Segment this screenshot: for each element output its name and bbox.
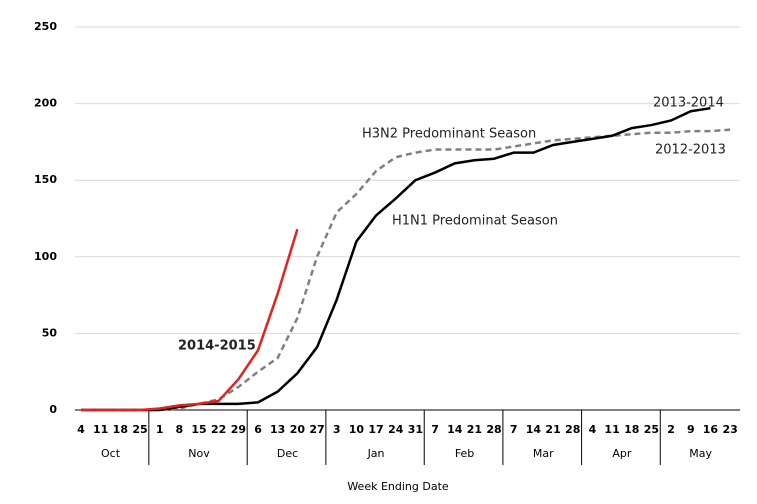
x-tick-label: 14 (526, 423, 542, 436)
x-tick-label: 2 (667, 423, 675, 436)
x-tick-label: 11 (93, 423, 108, 436)
x-tick-label: 18 (624, 423, 639, 436)
x-axis-title: Week Ending Date (347, 480, 449, 493)
x-group-label: Mar (533, 447, 554, 460)
x-tick-label: 13 (270, 423, 285, 436)
x-group-label: Dec (277, 447, 298, 460)
x-tick-label: 18 (113, 423, 128, 436)
x-tick-label: 27 (309, 423, 324, 436)
y-tick-label: 250 (34, 20, 57, 33)
x-tick-label: 21 (467, 423, 482, 436)
series-label: 2012-2013 (655, 143, 726, 158)
x-tick-label: 24 (388, 423, 404, 436)
x-tick-label: 25 (132, 423, 147, 436)
x-tick-label: 21 (545, 423, 560, 436)
series-label: 2014-2015 (178, 339, 256, 354)
y-tick-label: 0 (49, 403, 57, 416)
series-label: 2013-2014 (653, 96, 724, 111)
x-tick-label: 23 (722, 423, 737, 436)
series-line (81, 106, 711, 412)
x-tick-label: 10 (349, 423, 365, 436)
x-group-label: Apr (612, 447, 632, 460)
x-tick-label: 7 (431, 423, 439, 436)
series-line (81, 228, 299, 412)
annotation: H1N1 Predominat Season (392, 214, 558, 229)
x-tick-label: 31 (408, 423, 423, 436)
x-group-label: May (689, 447, 712, 460)
x-group-label: Jan (367, 447, 385, 460)
x-tick-label: 25 (644, 423, 659, 436)
x-tick-label: 22 (211, 423, 226, 436)
y-tick-label: 50 (42, 326, 58, 339)
annotation: H3N2 Predominant Season (362, 127, 536, 142)
x-tick-label: 8 (176, 423, 184, 436)
x-group-label: Nov (188, 447, 210, 460)
x-tick-label: 4 (77, 423, 85, 436)
x-tick-label: 6 (254, 423, 262, 436)
x-tick-label: 28 (565, 423, 580, 436)
y-tick-label: 100 (34, 250, 57, 263)
x-tick-label: 16 (703, 423, 719, 436)
x-tick-label: 20 (290, 423, 306, 436)
x-tick-label: 3 (333, 423, 341, 436)
x-tick-label: 28 (486, 423, 501, 436)
x-group-label: Oct (101, 447, 121, 460)
x-tick-label: 11 (604, 423, 619, 436)
x-tick-label: 1 (156, 423, 164, 436)
x-tick-label: 17 (368, 423, 383, 436)
x-tick-label: 29 (231, 423, 246, 436)
x-tick-label: 9 (687, 423, 695, 436)
y-tick-label: 150 (34, 173, 57, 186)
series-line (81, 128, 731, 412)
x-tick-label: 7 (510, 423, 518, 436)
x-group-label: Feb (455, 447, 474, 460)
x-tick-label: 15 (191, 423, 206, 436)
y-tick-label: 200 (34, 97, 57, 110)
x-tick-label: 14 (447, 423, 463, 436)
x-tick-label: 4 (589, 423, 597, 436)
